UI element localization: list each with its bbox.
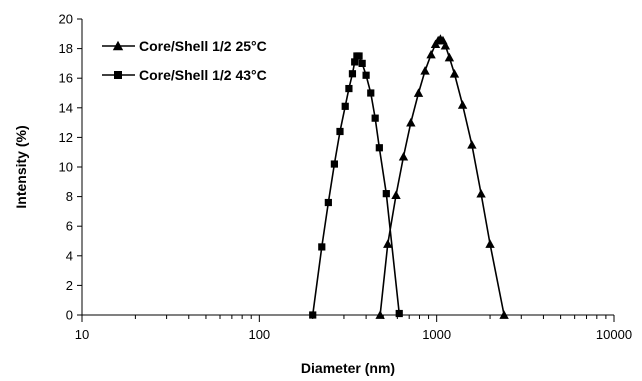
series-point-triangle <box>449 69 460 78</box>
series-point-triangle <box>444 52 455 62</box>
y-tick-label: 10 <box>59 160 73 175</box>
series-point-square <box>375 144 383 152</box>
x-minor-ticks <box>134 315 607 319</box>
y-tick-label: 18 <box>59 41 73 56</box>
series-point-triangle <box>406 117 416 127</box>
series-point-square <box>345 84 353 93</box>
series-point-triangle <box>457 100 468 109</box>
x-tick-label: 100 <box>248 327 270 342</box>
series-point-triangle <box>391 190 401 199</box>
x-tick-label: 10 <box>75 327 89 342</box>
legend: Core/Shell 1/2 25°C Core/Shell 1/2 43°C <box>102 38 267 83</box>
x-tick-labels: 10 100 1000 10000 <box>75 327 632 342</box>
y-tick-label: 12 <box>59 130 73 145</box>
y-tick-label: 0 <box>66 308 73 323</box>
y-tick-label: 8 <box>66 189 73 204</box>
series-point-square <box>371 114 379 122</box>
y-axis-title: Intensity (%) <box>13 125 29 208</box>
series-point-triangle <box>467 140 477 149</box>
series-point-triangle <box>383 239 393 248</box>
series-line-25c <box>379 38 505 316</box>
y-ticks <box>77 18 82 316</box>
series-point-square <box>341 102 349 110</box>
series-point-square <box>330 160 338 168</box>
series-point-triangle <box>375 310 385 319</box>
series-point-square <box>358 59 366 67</box>
y-tick-label: 6 <box>66 219 73 234</box>
series-point-square <box>351 58 359 66</box>
legend-item-43c: Core/Shell 1/2 43°C <box>102 67 267 83</box>
x-axis-title: Diameter (nm) <box>301 360 395 376</box>
series-point-square <box>336 127 344 136</box>
series-point-triangle <box>485 239 495 248</box>
legend-triangle-marker <box>112 40 124 51</box>
series-layer <box>309 34 509 319</box>
series-point-triangle <box>413 88 424 97</box>
series-point-triangle <box>499 310 509 319</box>
legend-label-25c: Core/Shell 1/2 25°C <box>139 38 267 54</box>
series-point-square <box>367 89 375 97</box>
series-point-square <box>348 70 357 78</box>
y-tick-label: 20 <box>59 12 73 27</box>
x-tick-label: 1000 <box>422 327 451 342</box>
series-point-square <box>355 52 363 60</box>
series-line-43c <box>311 55 401 316</box>
series-point-triangle <box>426 49 436 59</box>
series-point-square <box>362 71 370 79</box>
x-tick-label: 10000 <box>596 327 632 342</box>
y-tick-label: 14 <box>59 100 73 115</box>
series-point-square <box>382 190 390 198</box>
legend-label-43c: Core/Shell 1/2 43°C <box>139 67 267 83</box>
y-tick-label: 2 <box>66 278 73 293</box>
legend-item-25c: Core/Shell 1/2 25°C <box>102 38 267 54</box>
series-point-square <box>324 198 332 207</box>
series-point-triangle <box>398 151 409 161</box>
series-point-square <box>309 311 317 319</box>
legend-square-marker <box>114 71 122 79</box>
series-point-triangle <box>420 66 430 75</box>
series-point-square <box>318 243 326 251</box>
plot-area: 10 100 1000 10000 0 2 4 6 8 10 12 14 16 18 20 <box>59 12 633 343</box>
y-tick-label: 4 <box>66 248 73 263</box>
y-tick-label: 16 <box>59 71 73 86</box>
series-point-triangle <box>440 40 451 50</box>
series-point-triangle <box>476 188 486 198</box>
series-point-square <box>395 309 403 318</box>
x-major-ticks <box>81 315 615 322</box>
y-tick-labels: 0 2 4 6 8 10 12 14 16 18 20 <box>59 12 73 323</box>
